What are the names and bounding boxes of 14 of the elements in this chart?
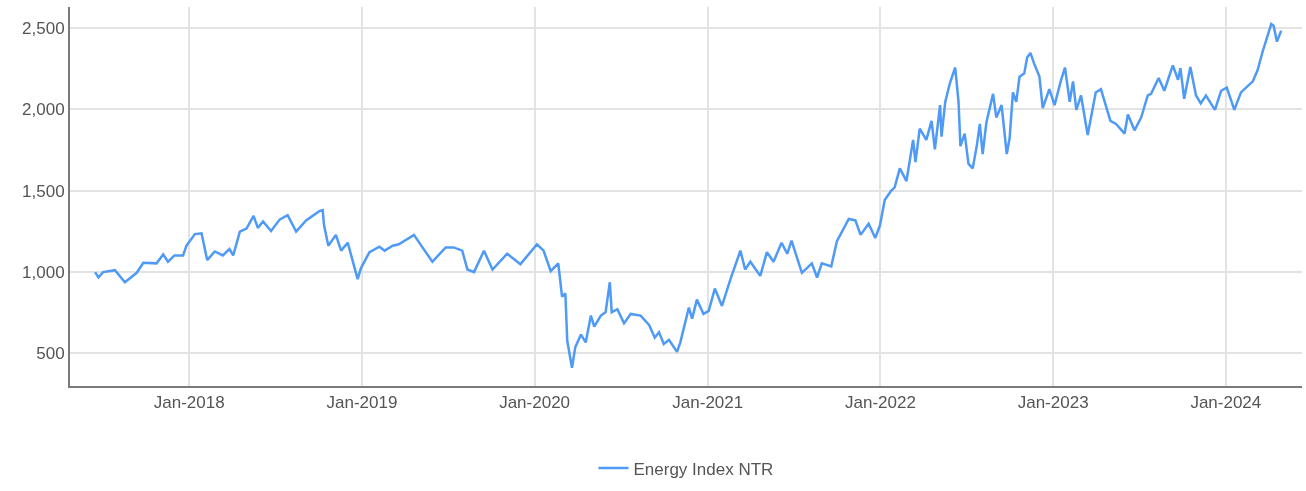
y-tick-label: 1,000 <box>22 263 65 283</box>
y-tick-label: 2,000 <box>22 100 65 120</box>
x-tick-label: Jan-2021 <box>672 393 744 413</box>
x-tick-label: Jan-2023 <box>1017 393 1089 413</box>
y-tick-label: 2,500 <box>22 19 65 39</box>
y-tick-label: 500 <box>36 344 65 364</box>
x-tick-label: Jan-2022 <box>845 393 916 413</box>
x-tick-label: Jan-2020 <box>499 393 571 413</box>
y-tick-label: 1,500 <box>22 181 65 201</box>
line-series <box>93 22 1283 370</box>
legend-label: Energy Index NTR <box>633 459 774 479</box>
x-tick-label: Jan-2019 <box>326 393 398 413</box>
x-tick-label: Jan-2018 <box>153 393 225 413</box>
x-tick-label: Jan-2024 <box>1190 393 1262 413</box>
